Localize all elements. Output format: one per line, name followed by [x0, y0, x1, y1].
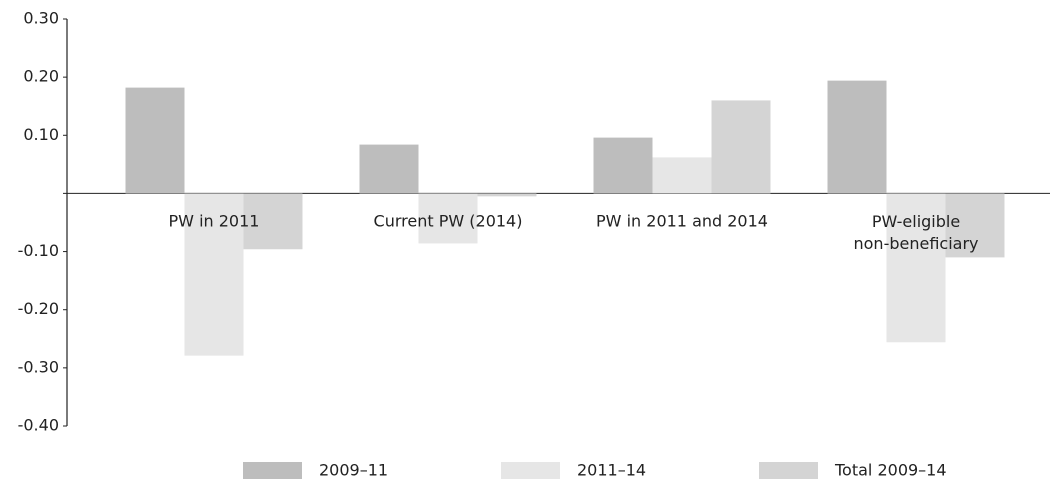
- y-tick-label: -0.30: [18, 357, 59, 376]
- bar: [243, 193, 303, 250]
- y-tick-label: 0.30: [23, 9, 59, 28]
- bar: [418, 193, 478, 244]
- y-tick-label: -0.40: [18, 416, 59, 435]
- bar: [945, 193, 1005, 258]
- legend-label: Total 2009–14: [834, 461, 947, 480]
- legend-swatch: [243, 462, 302, 479]
- bar: [477, 193, 537, 197]
- x-tick-label: PW in 2011 and 2014: [596, 212, 768, 231]
- bar: [652, 157, 712, 194]
- x-tick-label: Current PW (2014): [374, 212, 523, 231]
- bar: [125, 87, 185, 194]
- x-tick-label: PW in 2011: [169, 212, 260, 231]
- x-tick-label: PW-eligible non-beneficiary: [854, 212, 979, 253]
- legend-label: 2011–14: [577, 461, 646, 480]
- y-tick-label: -0.10: [18, 241, 59, 260]
- y-tick-label: -0.20: [18, 299, 59, 318]
- bar: [827, 80, 887, 194]
- legend-swatch: [501, 462, 560, 479]
- bar: [711, 100, 771, 194]
- y-tick-label: 0.20: [23, 67, 59, 86]
- bar: [184, 193, 244, 356]
- bar: [886, 193, 946, 343]
- legend-swatch: [759, 462, 818, 479]
- legend-label: 2009–11: [319, 461, 388, 480]
- y-tick-label: 0.10: [23, 125, 59, 144]
- bar: [359, 144, 419, 194]
- bar: [593, 137, 653, 194]
